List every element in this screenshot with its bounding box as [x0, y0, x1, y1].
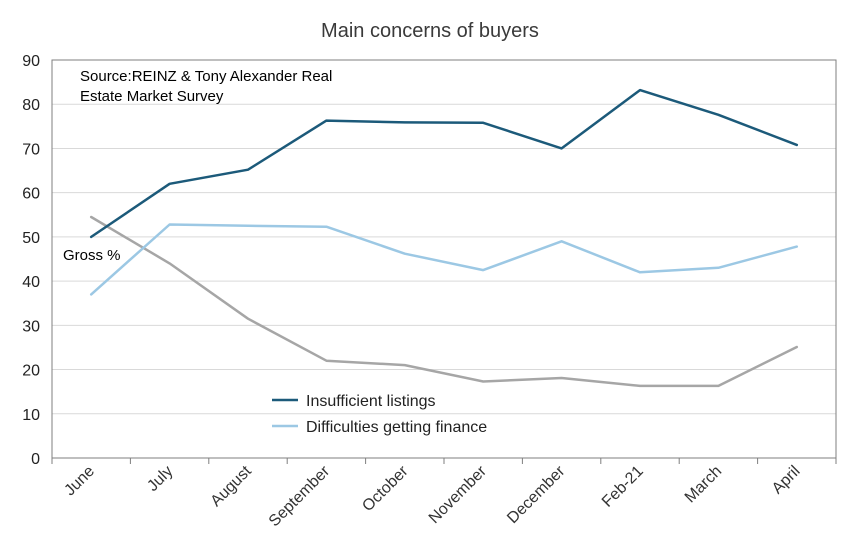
source-note-line-1: Source:REINZ & Tony Alexander Real	[80, 68, 332, 85]
y-axis-ticks: 0 10 20 30 40 50 60 70 80 90	[22, 53, 40, 468]
x-tick-label: September	[266, 462, 334, 530]
series-line-1	[89, 88, 799, 239]
series-lines	[89, 88, 799, 388]
x-tick-label: December	[504, 462, 569, 527]
legend: Insufficient listings Difficulties gettin…	[272, 393, 487, 436]
x-tick-label: April	[769, 463, 804, 498]
x-tick-label: March	[682, 463, 725, 506]
y-tick-label: 20	[22, 363, 40, 380]
y-axis-label: Gross %	[63, 247, 121, 264]
x-tick-label: October	[359, 462, 412, 515]
y-tick-label: 40	[22, 274, 40, 291]
x-tick-label: June	[61, 463, 98, 500]
series-line-3	[89, 215, 799, 388]
x-axis-ticks: June July August September October November De…	[51, 458, 837, 530]
x-tick-label: August	[208, 462, 256, 510]
series-line-2	[89, 223, 799, 296]
y-tick-label: 30	[22, 318, 40, 335]
y-tick-label: 90	[22, 53, 40, 70]
y-tick-label: 50	[22, 230, 40, 247]
gridlines	[52, 103, 836, 415]
x-tick-label: Feb-21	[599, 463, 647, 511]
legend-label: Insufficient listings	[306, 393, 436, 410]
y-tick-label: 60	[22, 186, 40, 203]
y-tick-label: 10	[22, 407, 40, 424]
source-note-line-2: Estate Market Survey	[80, 88, 224, 105]
y-tick-label: 80	[22, 97, 40, 114]
y-tick-label: 0	[31, 451, 40, 468]
x-tick-label: November	[426, 462, 491, 527]
y-tick-label: 70	[22, 141, 40, 158]
chart-title: Main concerns of buyers	[321, 20, 539, 42]
x-tick-label: July	[144, 463, 176, 495]
legend-label: Difficulties getting finance	[306, 419, 487, 436]
plot-area-border	[51, 59, 837, 459]
